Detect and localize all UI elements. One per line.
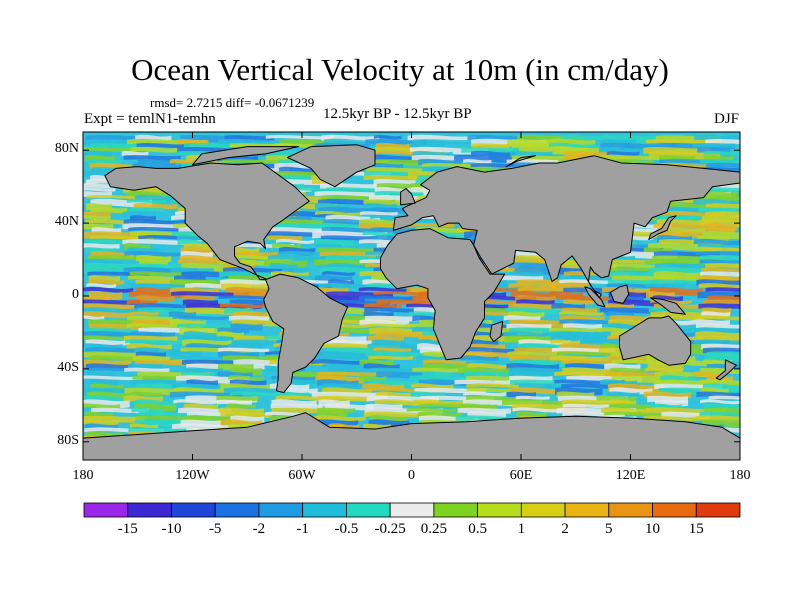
south-america-landmass (263, 273, 349, 394)
lat-tick-label: 40N (54, 214, 79, 230)
north-america-landmass (104, 162, 310, 281)
lon-tick-label: 180 (72, 468, 94, 483)
lon-tick-label: 60E (509, 468, 533, 483)
new-zealand-landmass (715, 359, 737, 381)
colorbar-label: -15 (117, 521, 138, 537)
colorbar-swatch (258, 502, 304, 518)
lon-tick-label: 60W (288, 468, 316, 483)
colorbar-label: 0.25 (420, 521, 447, 537)
colorbar-label: 0.5 (468, 521, 487, 537)
colorbar-label: -1 (296, 521, 309, 537)
colorbar-swatch (345, 502, 391, 518)
colorbar-swatch (695, 502, 741, 518)
colorbar-swatch (564, 502, 610, 518)
colorbar-swatch (608, 502, 653, 518)
colorbar-swatch (83, 502, 129, 518)
new-guinea-landmass (650, 297, 686, 315)
lon-tick-label: 180 (729, 468, 751, 483)
uk-landmass (400, 188, 416, 206)
eurasia-landmass (392, 155, 740, 299)
season-label: DJF (714, 111, 740, 127)
figure-title: Ocean Vertical Velocity at 10m (in cm/da… (131, 52, 669, 87)
japan-landmass (648, 215, 677, 240)
colorbar-label: -0.25 (374, 521, 406, 537)
antarctica-landmass (83, 412, 740, 460)
colorbar-swatch (389, 502, 435, 518)
colorbar-label: -0.5 (334, 521, 359, 537)
colorbar-swatch (302, 502, 347, 518)
lon-tick-label: 0 (408, 468, 415, 483)
colorbar-swatch (477, 502, 522, 518)
colorbar-label: -2 (252, 521, 266, 537)
colorbar (83, 502, 741, 518)
borneo-landmass (609, 284, 630, 304)
lat-tick-label: 80N (54, 141, 79, 157)
experiment-line: Expt = temlN1-temhn (84, 111, 216, 127)
svalbard-zemlya-landmass (505, 155, 537, 168)
australia-landmass (619, 315, 692, 366)
period-line: 12.5kyr BP - 12.5kyr BP (323, 106, 472, 122)
colorbar-label: 1 (517, 521, 526, 537)
lon-tick-label: 120E (615, 468, 646, 483)
colorbar-label: 10 (645, 521, 661, 537)
colorbar-swatch (171, 502, 216, 518)
africa-landmass (380, 228, 506, 361)
greenland-landmass (286, 144, 376, 188)
colorbar-label: 5 (605, 521, 613, 537)
lat-tick-label: 0 (72, 287, 79, 302)
lat-tick-label: 80S (57, 432, 79, 448)
lat-tick-label: 40S (57, 359, 79, 375)
land-mask (83, 144, 740, 460)
colorbar-label: -5 (208, 521, 222, 537)
madagascar-landmass (489, 321, 504, 343)
arctic-islands-landmass (192, 146, 299, 166)
colorbar-label: 2 (561, 521, 569, 537)
map-ticks (82, 132, 741, 460)
sumatra-landmass (584, 286, 606, 308)
colorbar-swatch (433, 502, 479, 518)
colorbar-swatch (520, 502, 566, 518)
colorbar-swatch (652, 502, 697, 518)
lon-tick-label: 120W (175, 468, 210, 483)
stats-line: rmsd= 2.7215 diff= -0.0671239 (150, 95, 315, 110)
colorbar-swatch (127, 502, 172, 518)
colorbar-label: -10 (161, 521, 182, 537)
colorbar-swatch (214, 502, 260, 518)
colorbar-label: 15 (688, 521, 704, 537)
